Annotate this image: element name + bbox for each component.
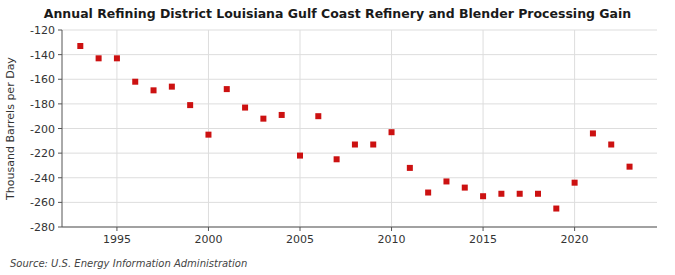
y-tick-label: -260 [30, 196, 55, 209]
point [389, 129, 395, 135]
point [279, 112, 285, 118]
grid-line-y [62, 103, 657, 104]
grid-line-x [208, 30, 209, 227]
x-tick-label: 2005 [286, 233, 314, 246]
axes: 1995 2000 2005 2010 2015 2020 -280 -260 -240 -220… [30, 24, 657, 246]
grid-line-y [62, 128, 657, 129]
y-tick-label: -200 [30, 123, 55, 136]
x-tick-label: 2010 [378, 233, 406, 246]
point [224, 86, 230, 92]
point [187, 102, 193, 108]
grid-line-y [62, 54, 657, 55]
y-axis-label: Thousand Barrels per Day [4, 57, 17, 201]
y-tick [58, 227, 62, 228]
y-tick-label: -220 [30, 147, 55, 160]
y-tick [58, 177, 62, 178]
grid-line-x [574, 30, 575, 227]
point [96, 55, 102, 61]
x-tick [391, 227, 392, 231]
y-tick [58, 202, 62, 203]
point [480, 193, 486, 199]
point [370, 142, 376, 148]
title: Annual Refining District Louisiana Gulf … [44, 6, 631, 21]
grid-line-x [300, 30, 301, 227]
point [315, 113, 321, 119]
x-axis-line [62, 227, 657, 228]
x-tick [208, 227, 209, 231]
point [553, 206, 559, 212]
y-tick [58, 54, 62, 55]
point [334, 156, 340, 162]
grid [62, 30, 657, 227]
point [260, 116, 266, 122]
y-tick [58, 79, 62, 80]
point [205, 132, 211, 138]
point [77, 43, 83, 49]
grid-line-y [62, 177, 657, 178]
point [114, 55, 120, 61]
x-tick [574, 227, 575, 231]
x-tick [300, 227, 301, 231]
point [407, 165, 413, 171]
point [590, 130, 596, 136]
points [77, 43, 632, 212]
point [352, 142, 358, 148]
grid-line-y [62, 30, 657, 31]
grid-line-y [62, 79, 657, 80]
point [462, 185, 468, 191]
x-tick-label: 1995 [103, 233, 131, 246]
point [297, 153, 303, 159]
point [608, 142, 614, 148]
y-tick [58, 30, 62, 31]
point [132, 79, 138, 85]
y-tick [58, 153, 62, 154]
y-tick-label: -180 [30, 98, 55, 111]
grid-line-y [62, 202, 657, 203]
y-tick-label: -140 [30, 49, 55, 62]
grid-line-y [62, 227, 657, 228]
y-tick [58, 128, 62, 129]
grid-line-y [62, 153, 657, 154]
y-tick-label: -120 [30, 24, 55, 37]
point [425, 190, 431, 196]
y-tick-label: -280 [30, 221, 55, 234]
x-tick [116, 227, 117, 231]
x-tick [483, 227, 484, 231]
chart: 1995 2000 2005 2010 2015 2020 -280 -260 -240 -220… [0, 0, 675, 275]
y-tick [58, 103, 62, 104]
y-tick-label: -160 [30, 73, 55, 86]
point [517, 191, 523, 197]
y-tick-label: -240 [30, 172, 55, 185]
point [443, 178, 449, 184]
x-tick-label: 2020 [561, 233, 589, 246]
point [535, 191, 541, 197]
grid-line-x [391, 30, 392, 227]
point [169, 84, 175, 90]
source-annotation: Source: U.S. Energy Information Administ… [10, 258, 247, 269]
point [242, 105, 248, 111]
point [627, 164, 633, 170]
x-tick-label: 2000 [194, 233, 222, 246]
point [151, 87, 157, 93]
point [498, 191, 504, 197]
point [572, 180, 578, 186]
x-tick-label: 2015 [469, 233, 497, 246]
